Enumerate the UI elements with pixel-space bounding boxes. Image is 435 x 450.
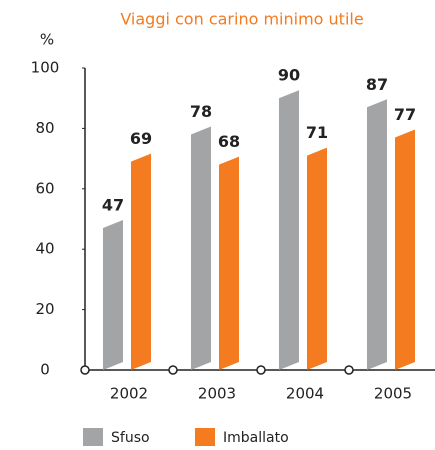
bar — [307, 147, 327, 370]
value-label: 69 — [130, 129, 152, 148]
axis-marker — [344, 365, 354, 375]
y-tick-label: 20 — [35, 300, 54, 318]
y-tick-label: 60 — [35, 179, 54, 197]
x-tick-label: 2005 — [374, 385, 412, 403]
y-tick-label: 40 — [35, 240, 54, 258]
value-label: 71 — [306, 123, 328, 142]
bar — [279, 90, 299, 370]
legend-label: Imballato — [223, 430, 289, 446]
value-label: 90 — [278, 66, 300, 85]
legend-swatch — [83, 428, 103, 446]
y-tick-label: 100 — [31, 59, 60, 77]
x-tick-label: 2003 — [198, 385, 236, 403]
axis-marker — [80, 365, 90, 375]
legend-label: Sfuso — [111, 430, 150, 446]
x-tick-label: 2004 — [286, 385, 324, 403]
chart-title: Viaggi con carino minimo utile — [120, 10, 363, 29]
bar — [219, 156, 239, 370]
legend-swatch — [195, 428, 215, 446]
value-label: 77 — [394, 105, 416, 124]
value-label: 87 — [366, 75, 388, 94]
bar — [367, 99, 387, 370]
bar — [131, 153, 151, 370]
axis-marker — [168, 365, 178, 375]
value-label: 68 — [218, 132, 240, 151]
bar — [103, 220, 123, 370]
y-axis-label: % — [40, 31, 54, 49]
value-label: 78 — [190, 102, 212, 121]
value-label: 47 — [102, 196, 124, 215]
bar — [395, 129, 415, 370]
y-tick-label: 0 — [40, 361, 50, 379]
y-tick-label: 80 — [35, 119, 54, 137]
axis-marker — [256, 365, 266, 375]
x-tick-label: 2002 — [110, 385, 148, 403]
bar — [191, 126, 211, 370]
